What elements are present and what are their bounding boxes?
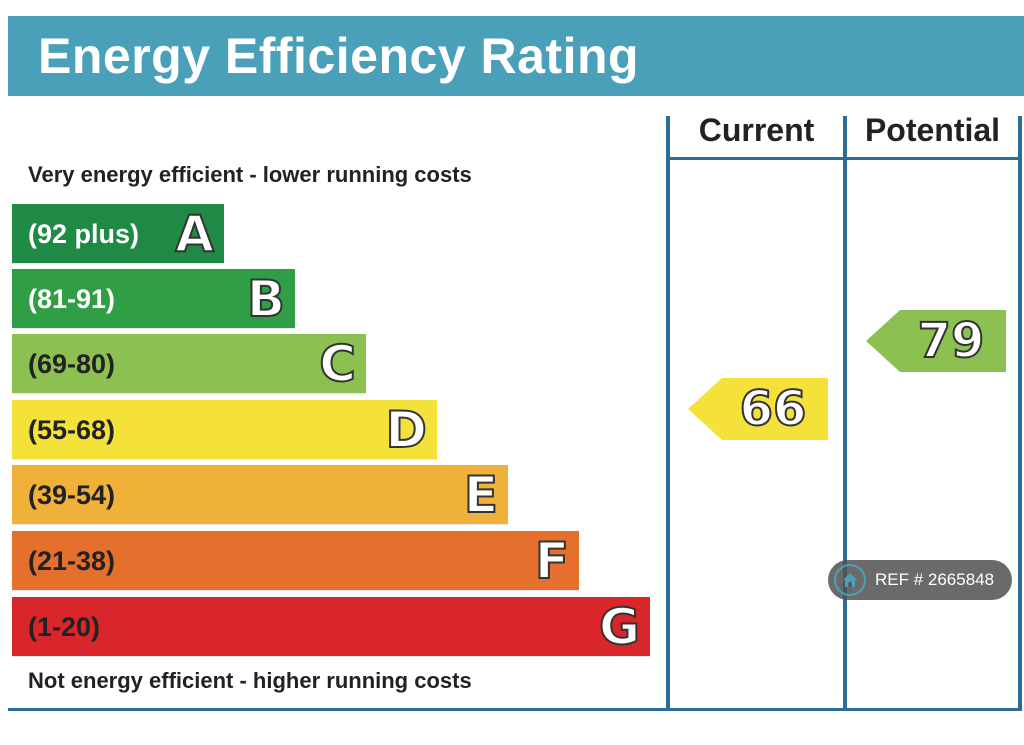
potential-rating-arrow: 79 <box>866 310 1006 372</box>
band-letter: A <box>174 204 215 264</box>
band-range-label: (92 plus) <box>28 219 140 249</box>
current-rating-arrow: 66 <box>688 378 828 440</box>
page-title: Energy Efficiency Rating <box>38 28 640 84</box>
band-range-label: (69-80) <box>28 349 116 379</box>
ref-badge: REF # 2665848 <box>828 560 1012 600</box>
potential-arrow-shape <box>866 310 1006 372</box>
band-c: (69-80) C <box>12 334 366 394</box>
band-range-label: (55-68) <box>28 415 116 445</box>
band-letter: D <box>384 400 427 460</box>
band-range-label: (1-20) <box>28 612 101 642</box>
current-arrow-shape <box>688 378 828 440</box>
top-note: Very energy efficient - lower running co… <box>28 162 472 187</box>
ref-text: REF # 2665848 <box>875 570 995 589</box>
bottom-rule <box>8 708 1022 711</box>
grid-line-middle <box>843 116 847 710</box>
potential-rating-value: 79 <box>917 312 986 370</box>
band-letter: F <box>534 531 570 591</box>
band-letter: C <box>318 334 357 394</box>
band-f: (21-38) F <box>12 531 579 591</box>
title-bar: Energy Efficiency Rating <box>8 16 1024 96</box>
bottom-note: Not energy efficient - higher running co… <box>28 668 472 693</box>
band-letter: B <box>246 269 286 329</box>
band-range-label: (39-54) <box>28 480 116 510</box>
grid-line-left <box>666 116 670 710</box>
band-g: (1-20) G <box>12 597 650 657</box>
band-letter: G <box>598 597 641 657</box>
home-icon <box>834 564 866 596</box>
band-range-label: (81-91) <box>28 284 116 314</box>
band-d: (55-68) D <box>12 400 437 460</box>
band-a: (92 plus) A <box>12 204 224 264</box>
column-potential-heading: Potential <box>864 112 1001 148</box>
grid-line-right <box>1018 116 1022 710</box>
band-e: (39-54) E <box>12 465 508 525</box>
header-underline <box>666 157 1022 160</box>
column-current-heading: Current <box>698 112 815 148</box>
band-letter: E <box>463 465 499 525</box>
current-rating-value: 66 <box>739 380 808 438</box>
band-b: (81-91) B <box>12 269 295 329</box>
band-range-label: (21-38) <box>28 546 116 576</box>
